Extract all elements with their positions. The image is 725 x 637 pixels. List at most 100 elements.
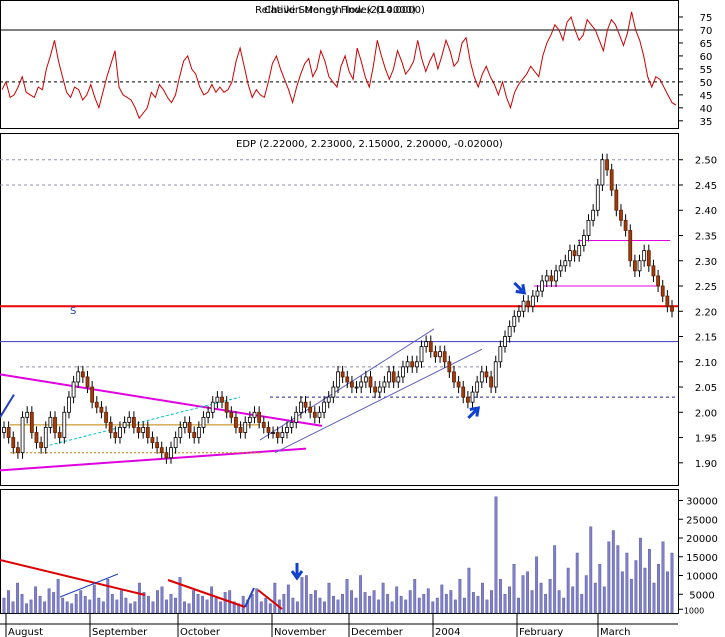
candle-up <box>169 447 173 459</box>
volume-bar <box>264 597 268 614</box>
candle-up <box>317 411 322 418</box>
price-tick-label: 2.05 <box>695 383 717 394</box>
volume-bar <box>327 582 331 614</box>
volume-bar <box>255 588 259 614</box>
volume-bar <box>282 594 286 614</box>
candle-down <box>410 361 415 368</box>
volume-bar <box>571 586 575 614</box>
volume-bar <box>386 594 390 614</box>
candle-down <box>368 376 373 388</box>
candle-down <box>303 401 308 408</box>
candle-up <box>43 427 48 449</box>
volume-bar <box>83 595 87 614</box>
candle-up <box>419 346 424 363</box>
volume-bar <box>160 586 164 614</box>
falling-trendline <box>0 373 323 427</box>
volume-bar <box>237 603 241 614</box>
price-panel-frame <box>0 133 679 486</box>
support-marker-label: S <box>70 306 76 317</box>
breakout-arrow-icon-shape <box>513 281 527 295</box>
volume-bar <box>313 590 317 614</box>
volume-bar <box>142 592 146 614</box>
volume-bar <box>390 601 394 614</box>
candle-down <box>187 421 192 433</box>
candle-down <box>609 169 614 191</box>
volume-bar <box>580 594 584 614</box>
price-tick-label: 2.30 <box>695 257 717 268</box>
candle-up <box>359 381 364 388</box>
candle-up <box>540 280 545 292</box>
volume-bar <box>620 571 624 614</box>
volume-bar <box>666 571 669 614</box>
volume-bar <box>638 537 642 614</box>
candle-down <box>656 275 660 287</box>
month-label: August <box>8 627 43 637</box>
candle-down <box>350 381 354 388</box>
month-label: November <box>274 627 327 637</box>
rsi-panel: 35 40 45 50 55 60 65 70 75 <box>0 11 713 128</box>
candle-down <box>57 432 62 438</box>
volume-bar <box>602 586 606 614</box>
candle-up <box>600 159 605 186</box>
volume-bar <box>74 594 78 614</box>
candle-up <box>67 396 71 413</box>
volume-bar <box>363 592 367 614</box>
candle-down <box>159 447 164 454</box>
volume-bar <box>566 567 570 614</box>
volume-trendline-red-1 <box>0 559 146 596</box>
volume-bar <box>178 577 182 614</box>
volume-bar <box>205 599 209 614</box>
volume-bar <box>115 599 119 614</box>
volume-bar <box>431 601 435 614</box>
candle-up <box>206 411 211 418</box>
candle-up <box>414 361 419 368</box>
candle-down <box>549 275 554 282</box>
candle-up <box>354 386 359 389</box>
volume-bar <box>670 552 674 614</box>
volume-bar <box>165 599 168 614</box>
candle-down <box>90 386 95 403</box>
candle-up <box>493 361 498 388</box>
candle-down <box>526 300 531 307</box>
volume-panel-frame <box>0 489 679 614</box>
volume-bar <box>368 595 372 614</box>
candle-down <box>632 260 637 272</box>
candle-up <box>586 219 591 236</box>
volume-bar <box>512 564 516 614</box>
volume-tick-label: 25000 <box>686 515 718 526</box>
volume-bar <box>408 590 412 614</box>
rsi-tick-label: 75 <box>700 13 713 24</box>
volume-bar <box>499 579 502 614</box>
candle-down <box>452 371 456 383</box>
rsi-tick-label: 50 <box>700 78 713 89</box>
volume-bar <box>422 594 426 614</box>
candle-up <box>322 401 326 413</box>
volume-bar <box>643 567 647 614</box>
candle-down <box>99 406 104 413</box>
candle-down <box>80 371 85 378</box>
candle-down <box>275 432 280 438</box>
volume-bar <box>146 595 150 614</box>
candle-up <box>401 366 405 378</box>
candle-up <box>62 411 67 438</box>
candle-down <box>150 437 155 443</box>
volume-bar <box>462 597 466 614</box>
candle-up <box>507 326 512 337</box>
price-tick-label: 2.00 <box>695 408 717 419</box>
volume-tick-label: 30000 <box>686 497 718 508</box>
volume-bar <box>183 601 186 614</box>
candle-up <box>581 235 586 246</box>
volume-down-arrow-shape <box>290 563 304 581</box>
candle-up <box>141 427 146 433</box>
rsi-title: Relative Strength Index (14.0000) <box>255 5 425 16</box>
candle-up <box>247 416 252 423</box>
volume-bar <box>598 564 602 614</box>
candle-down <box>308 406 313 413</box>
candle-down <box>136 427 141 433</box>
volume-bar <box>34 586 38 614</box>
volume-bar <box>399 595 403 614</box>
rsi-tick-label: 35 <box>700 117 713 128</box>
candle-down <box>484 371 489 378</box>
rsi-tick-label: 55 <box>700 65 713 76</box>
candle-down <box>94 401 99 408</box>
